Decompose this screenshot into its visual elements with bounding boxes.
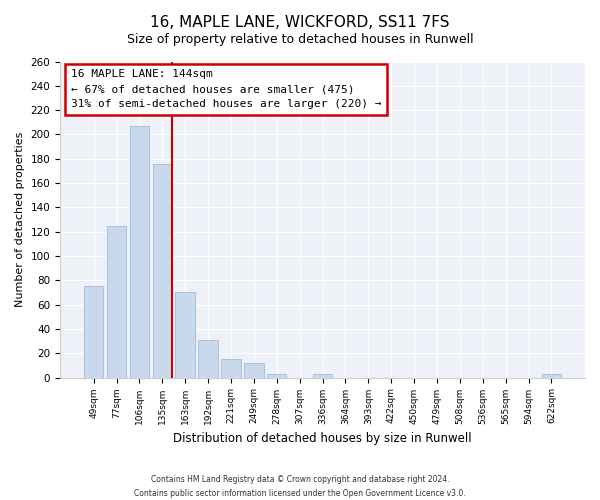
- Bar: [267, 374, 286, 378]
- Bar: [221, 360, 241, 378]
- Bar: [175, 292, 195, 378]
- Bar: [542, 374, 561, 378]
- Text: Size of property relative to detached houses in Runwell: Size of property relative to detached ho…: [127, 32, 473, 46]
- Text: 16, MAPLE LANE, WICKFORD, SS11 7FS: 16, MAPLE LANE, WICKFORD, SS11 7FS: [150, 15, 450, 30]
- Text: 16 MAPLE LANE: 144sqm
← 67% of detached houses are smaller (475)
31% of semi-det: 16 MAPLE LANE: 144sqm ← 67% of detached …: [71, 70, 381, 109]
- Bar: [107, 226, 126, 378]
- X-axis label: Distribution of detached houses by size in Runwell: Distribution of detached houses by size …: [173, 432, 472, 445]
- Bar: [84, 286, 103, 378]
- Text: Contains HM Land Registry data © Crown copyright and database right 2024.
Contai: Contains HM Land Registry data © Crown c…: [134, 476, 466, 498]
- Bar: [313, 374, 332, 378]
- Bar: [199, 340, 218, 378]
- Bar: [244, 363, 263, 378]
- Y-axis label: Number of detached properties: Number of detached properties: [15, 132, 25, 307]
- Bar: [130, 126, 149, 378]
- Bar: [152, 164, 172, 378]
